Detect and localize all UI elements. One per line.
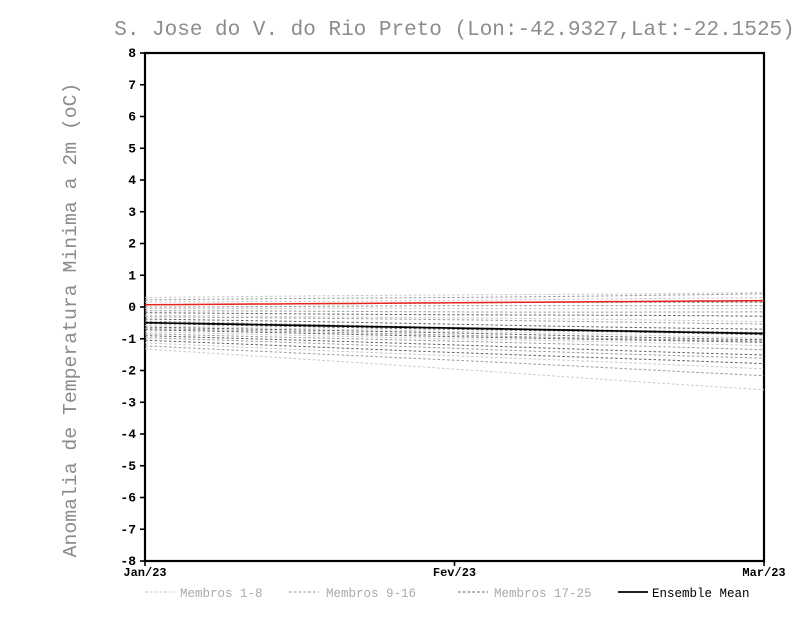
svg-text:3: 3 bbox=[128, 205, 136, 220]
svg-text:-2: -2 bbox=[120, 364, 136, 379]
svg-text:5: 5 bbox=[128, 141, 136, 156]
svg-text:Mar/23: Mar/23 bbox=[742, 566, 785, 580]
svg-text:Ensemble Mean: Ensemble Mean bbox=[652, 587, 750, 601]
svg-text:4: 4 bbox=[128, 173, 136, 188]
svg-text:2: 2 bbox=[128, 237, 136, 252]
svg-text:S. Jose do V. do Rio Preto (Lo: S. Jose do V. do Rio Preto (Lon:-42.9327… bbox=[114, 19, 795, 42]
svg-text:Fev/23: Fev/23 bbox=[433, 566, 476, 580]
svg-text:Membros 17-25: Membros 17-25 bbox=[494, 587, 592, 601]
svg-text:-3: -3 bbox=[120, 395, 136, 410]
svg-text:Jan/23: Jan/23 bbox=[123, 566, 166, 580]
svg-text:6: 6 bbox=[128, 110, 136, 125]
svg-text:-4: -4 bbox=[120, 427, 136, 442]
svg-text:Membros 1-8: Membros 1-8 bbox=[180, 587, 263, 601]
svg-text:-7: -7 bbox=[120, 522, 136, 537]
svg-text:1: 1 bbox=[128, 268, 136, 283]
svg-text:0: 0 bbox=[128, 300, 136, 315]
svg-text:7: 7 bbox=[128, 78, 136, 93]
svg-text:Anomalia de Temperatura Minima: Anomalia de Temperatura Minima a 2m (oC) bbox=[60, 83, 82, 558]
svg-text:-1: -1 bbox=[120, 332, 136, 347]
svg-text:-6: -6 bbox=[120, 491, 136, 506]
svg-text:Membros 9-16: Membros 9-16 bbox=[326, 587, 416, 601]
svg-text:8: 8 bbox=[128, 46, 136, 61]
svg-text:-5: -5 bbox=[120, 459, 136, 474]
